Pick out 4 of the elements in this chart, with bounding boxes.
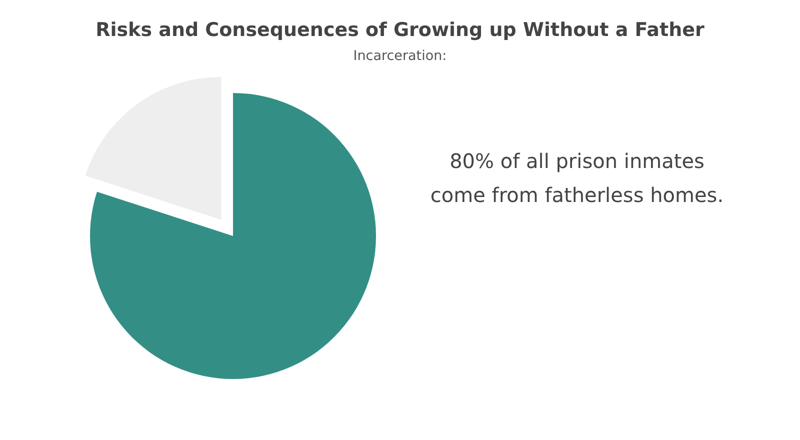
text: 80% of all prison inmates <box>450 149 704 173</box>
chart-title: Risks and Consequences of Growing up Without a Father <box>96 19 705 41</box>
chart-subtitle: Incarceration: <box>353 48 447 64</box>
text: come from fatherless homes. <box>430 183 724 207</box>
